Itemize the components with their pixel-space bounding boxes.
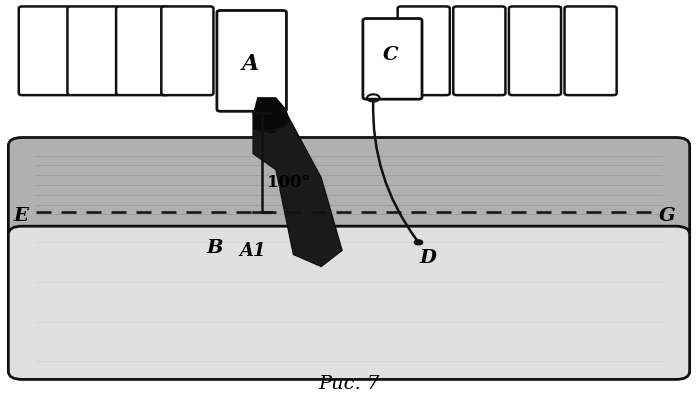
- FancyBboxPatch shape: [453, 7, 505, 96]
- FancyBboxPatch shape: [398, 7, 450, 96]
- Text: A: A: [242, 53, 258, 75]
- FancyBboxPatch shape: [363, 19, 422, 100]
- Text: E: E: [14, 207, 29, 225]
- FancyBboxPatch shape: [19, 7, 71, 96]
- FancyBboxPatch shape: [8, 227, 690, 379]
- Text: B: B: [207, 239, 223, 257]
- FancyBboxPatch shape: [161, 7, 214, 96]
- Text: A1: A1: [239, 242, 266, 260]
- FancyBboxPatch shape: [565, 7, 616, 96]
- FancyBboxPatch shape: [217, 11, 286, 112]
- Text: G: G: [658, 207, 675, 225]
- FancyBboxPatch shape: [509, 7, 561, 96]
- Polygon shape: [253, 98, 290, 134]
- Circle shape: [415, 240, 423, 245]
- Polygon shape: [253, 102, 342, 267]
- Text: D: D: [420, 248, 437, 266]
- Text: Рис. 7: Рис. 7: [318, 373, 380, 392]
- FancyBboxPatch shape: [116, 7, 168, 96]
- FancyBboxPatch shape: [8, 138, 690, 243]
- Text: C: C: [383, 46, 398, 64]
- Text: 100°: 100°: [267, 173, 310, 190]
- FancyBboxPatch shape: [68, 7, 119, 96]
